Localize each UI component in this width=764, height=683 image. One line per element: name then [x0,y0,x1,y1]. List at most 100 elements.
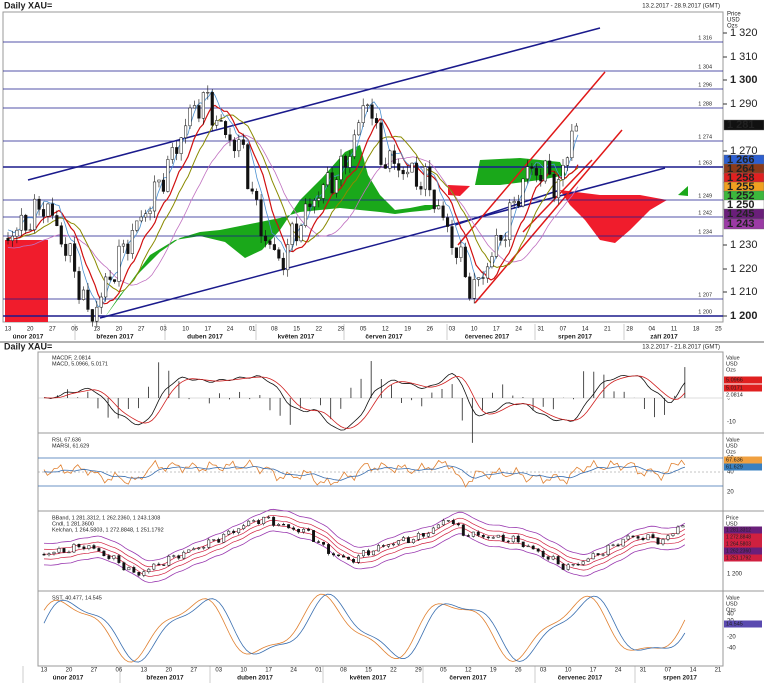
axis-tick-label: 0 [727,396,731,402]
candle-body [423,166,427,190]
candle-body [139,216,143,222]
candle-body [436,524,440,529]
candle-body [148,210,152,214]
candle-body [255,190,259,200]
candle-body [397,163,401,171]
ma-line [7,134,579,286]
candle-body [126,243,130,254]
price-marker-label: 1 245 [727,208,755,220]
candle-body [127,567,131,571]
axis-tick-label: -10 [727,420,736,426]
date-label: 13 [5,327,12,333]
indicator-legend: RSI, 67.636 [52,437,81,443]
axis-tick-label: 1 200 [727,572,743,578]
axis-unit: Value [726,437,740,443]
axis-unit: Ozs [726,607,736,613]
level-label: 1 242 [698,210,712,216]
candle-body [268,240,272,245]
candle-body [42,553,46,556]
candle-body [272,244,276,250]
candle-body [161,179,165,192]
candle-body [90,309,94,322]
candle-body [192,105,197,109]
candle-body [525,166,530,180]
date-label: 13 [93,327,100,333]
candle-body [352,134,356,157]
candle-body [426,533,430,537]
value-marker [724,391,762,399]
stoch-k [43,593,686,663]
candle-body [327,544,330,554]
candle-body [262,516,266,524]
level-label: 1 316 [698,35,712,41]
candle-body [551,556,555,560]
candle-body [117,555,121,563]
month-label: květen 2017 [350,675,387,682]
candle-body [446,217,450,227]
channel-line [454,189,561,226]
candle-body [222,533,226,543]
candle-body [15,229,19,237]
candle-body [503,239,507,241]
date-label: 03 [215,668,222,674]
candle-body [396,540,400,545]
signal-line [43,375,686,429]
candle-body [312,200,316,207]
price-tick-label: 1 270 [730,145,758,157]
candle-body [6,237,10,241]
candle-body [152,181,157,212]
candle-body [121,243,125,247]
trend-line [457,71,606,246]
month-label: květen 2017 [278,334,315,341]
value-marker-label: 61.629 [726,464,743,470]
candle-body [681,525,685,528]
candle-body [517,201,521,207]
candle-body [481,534,485,538]
candle-body [192,548,196,551]
candle-body [33,198,37,230]
candle-body [113,279,117,282]
candle-body [391,543,395,546]
candle-body [357,555,360,563]
candle-body [383,164,387,169]
candle-body [170,147,174,160]
level-label: 1 274 [698,134,712,140]
candle-body [401,169,405,175]
date-label: 21 [715,668,722,674]
date-label: 10 [182,327,189,333]
candle-body [463,246,467,278]
channel-line [99,167,666,319]
candle-body [521,541,525,548]
candle-body [576,563,580,566]
cloud-red [448,185,470,196]
date-label: 07 [665,668,672,674]
candle-body [431,527,435,534]
indicator-legend: BBand, 1 281.3312, 1 262.2360, 1 243.130… [52,515,160,521]
level-label: 1 234 [698,229,712,235]
value-marker-label: 5.0966 [726,377,743,383]
value-marker-label: 1 281.3312 [726,527,751,533]
indicator-legend: Cndl, 1 281.3600 [52,521,94,527]
bband-upper [43,508,686,562]
candle-body [286,244,290,271]
candle-body [476,531,480,536]
candle-body [366,104,370,106]
value-marker [724,533,762,541]
candle-body [87,545,91,549]
candle-body [337,554,340,557]
price-tick-label: 1 300 [730,74,758,86]
candle-body [456,523,460,526]
price-marker-label: 1 258 [727,172,755,184]
candle-body [388,150,392,169]
price-marker-label: 1 255 [727,181,755,193]
candle-body [381,545,385,547]
candle-body [212,539,216,541]
value-marker-label: 5.0171 [726,385,743,391]
value-marker [724,540,762,548]
price-tick-label: 1 310 [730,51,758,63]
panel-title: Daily XAU= [4,0,52,10]
candle-body [370,104,374,119]
candle-body [421,533,425,537]
candle-body [581,561,585,565]
date-label: 14 [690,668,697,674]
